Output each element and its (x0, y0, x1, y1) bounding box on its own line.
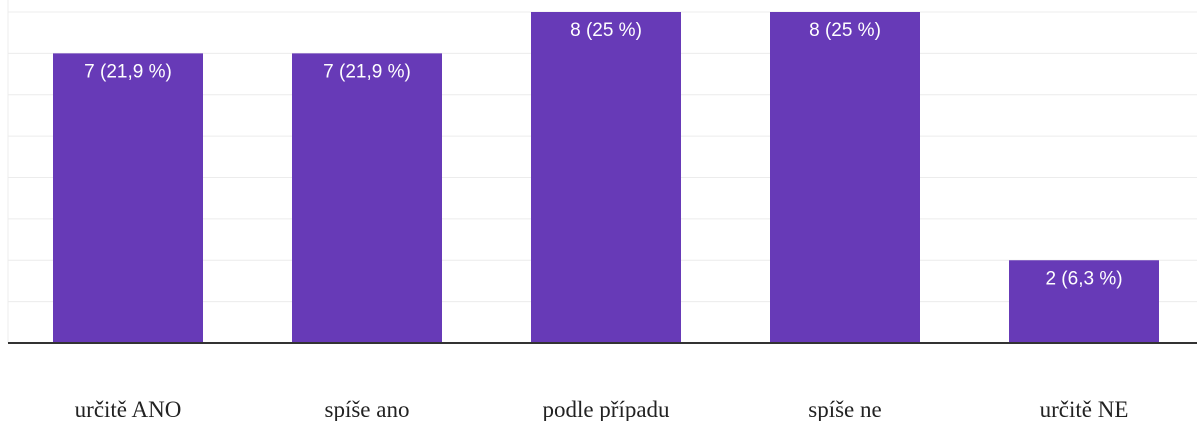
bar-data-label: 8 (25 %) (809, 20, 881, 41)
bar-data-label: 8 (25 %) (570, 20, 642, 41)
bar-data-label: 7 (21,9 %) (323, 61, 411, 82)
bar-1 (53, 53, 203, 343)
bar-2 (292, 53, 442, 343)
category-label: určitě ANO (75, 397, 182, 421)
category-label: podle případu (542, 397, 670, 421)
category-labels: určitě ANO spíše ano podle případu spíše ne… (75, 397, 1129, 421)
bar-data-label: 7 (21,9 %) (84, 61, 172, 82)
bars (53, 12, 1159, 343)
bar-3 (531, 12, 681, 343)
category-label: spíše ano (325, 397, 410, 421)
bar-5 (1009, 260, 1159, 343)
bar-4 (770, 12, 920, 343)
category-label: určitě NE (1040, 397, 1129, 421)
data-labels: 7 (21,9 %) 7 (21,9 %) 8 (25 %) 8 (25 %) 2 (6… (84, 20, 1122, 289)
category-label: spíše ne (808, 397, 881, 421)
bar-data-label: 2 (6,3 %) (1045, 268, 1122, 289)
